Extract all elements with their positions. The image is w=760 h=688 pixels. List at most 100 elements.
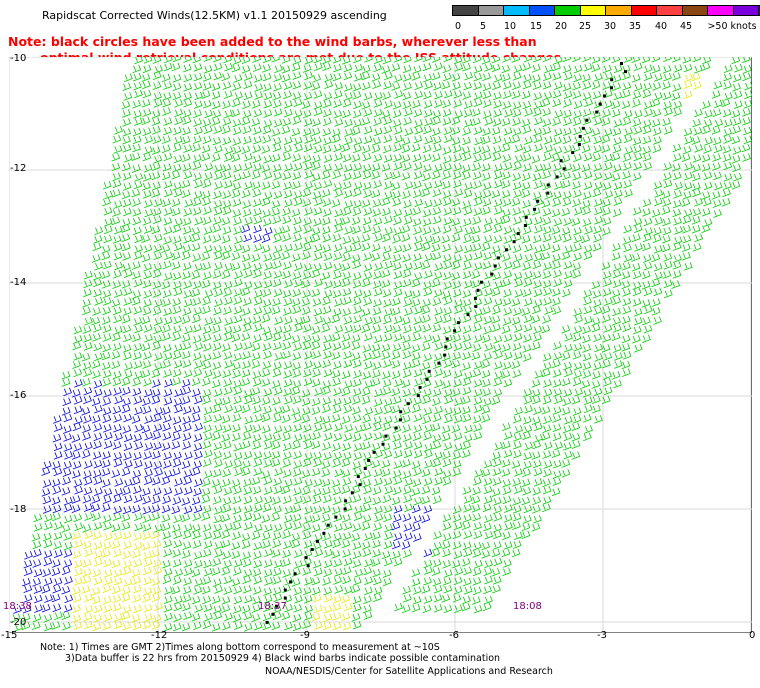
contamination-marker: [620, 62, 623, 65]
contamination-marker: [399, 418, 402, 421]
contamination-marker: [419, 386, 422, 389]
contamination-marker: [474, 305, 477, 308]
contamination-marker: [525, 216, 528, 219]
contamination-marker: [536, 200, 539, 203]
lat-label: -12: [10, 163, 26, 174]
colorbar-segment: [529, 5, 556, 16]
footer-credit: NOAA/NESDIS/Center for Satellite Applica…: [265, 666, 553, 677]
contamination-marker: [266, 621, 269, 624]
contamination-marker: [327, 524, 330, 527]
pass-time-label: 18:37: [258, 601, 287, 612]
colorbar-label: 40: [655, 21, 667, 32]
contamination-marker: [603, 94, 606, 97]
contamination-marker: [289, 580, 292, 583]
contamination-marker: [316, 540, 319, 543]
colorbar-segment: [554, 5, 581, 16]
contamination-marker: [474, 297, 477, 300]
contamination-marker: [524, 224, 527, 227]
map-title: Rapidscat Corrected Winds(12.5KM) v1.1 2…: [42, 9, 387, 22]
colorbar-segment: [478, 5, 505, 16]
contamination-marker: [443, 354, 446, 357]
contamination-marker: [444, 346, 447, 349]
colorbar-labels: 0 5 10 15 20 25 30 35 40 45 >50 knots: [452, 21, 760, 35]
contamination-marker: [467, 313, 470, 316]
wind-barb-map: [9, 57, 752, 633]
contamination-marker: [579, 135, 582, 138]
pass-time-label: 18:08: [513, 601, 542, 612]
contamination-marker: [490, 273, 493, 276]
colorbar-segment: [503, 5, 530, 16]
lat-label: -20: [10, 617, 26, 628]
colorbar-label: 0: [455, 21, 461, 32]
contamination-marker: [351, 491, 354, 494]
contamination-marker: [595, 111, 598, 114]
contamination-marker: [284, 589, 287, 592]
pass-time-label: 18:38: [3, 601, 32, 612]
contamination-marker: [513, 240, 516, 243]
contamination-marker: [382, 443, 385, 446]
colorbar-label: 25: [579, 21, 591, 32]
colorbar-segment: [682, 5, 709, 16]
contamination-marker: [599, 103, 602, 106]
contamination-marker: [399, 410, 402, 413]
contamination-marker: [585, 119, 588, 122]
colorbar-label: 35: [629, 21, 641, 32]
lon-label: -6: [449, 630, 459, 641]
contamination-marker: [582, 127, 585, 130]
contamination-marker: [517, 232, 520, 235]
contamination-marker: [367, 459, 370, 462]
colorbar-segment: [707, 5, 734, 16]
lon-label: -12: [151, 630, 167, 641]
lon-label: -15: [1, 630, 17, 641]
contamination-marker: [610, 86, 613, 89]
contamination-marker: [546, 192, 549, 195]
contamination-marker: [533, 208, 536, 211]
colorbar-label: 20: [555, 21, 567, 32]
contamination-marker: [578, 143, 581, 146]
wind-speed-colorbar: [452, 5, 760, 16]
colorbar-segment: [580, 5, 607, 16]
lon-label: -3: [597, 630, 607, 641]
contamination-marker: [477, 289, 480, 292]
colorbar-segment: [656, 5, 683, 16]
contamination-marker: [428, 370, 431, 373]
contamination-marker: [426, 378, 429, 381]
contamination-marker: [305, 556, 308, 559]
contamination-marker: [571, 151, 574, 154]
lat-label: -10: [10, 53, 26, 64]
contamination-note-line1: Note: black circles have been added to t…: [8, 34, 537, 49]
lat-label: -14: [10, 277, 26, 288]
colorbar-label: >50 knots: [707, 21, 756, 32]
contamination-marker: [307, 564, 310, 567]
contamination-marker: [547, 184, 550, 187]
lon-label: 0: [749, 630, 755, 641]
contamination-marker: [624, 70, 627, 73]
contamination-marker: [395, 427, 398, 430]
contamination-marker: [446, 337, 449, 340]
contamination-marker: [334, 516, 337, 519]
contamination-marker: [359, 483, 362, 486]
colorbar-label: 45: [680, 21, 692, 32]
contamination-marker: [344, 499, 347, 502]
colorbar-segment: [605, 5, 632, 16]
contamination-marker: [560, 159, 563, 162]
contamination-marker: [556, 175, 559, 178]
contamination-marker: [271, 613, 274, 616]
contamination-marker: [294, 572, 297, 575]
contamination-marker: [505, 248, 508, 251]
contamination-marker: [563, 167, 566, 170]
colorbar-segment: [733, 5, 760, 16]
lat-label: -16: [10, 390, 26, 401]
contamination-marker: [457, 321, 460, 324]
contamination-marker: [284, 597, 287, 600]
lat-label: -18: [10, 504, 26, 515]
lon-label: -9: [300, 630, 310, 641]
colorbar-label: 10: [504, 21, 516, 32]
contamination-marker: [497, 256, 500, 259]
contamination-marker: [610, 78, 613, 81]
contamination-marker: [384, 435, 387, 438]
footer-notes-line1: Note: 1) Times are GMT 2)Times along bot…: [40, 642, 440, 653]
contamination-marker: [373, 451, 376, 454]
contamination-marker: [494, 265, 497, 268]
colorbar-label: 30: [604, 21, 616, 32]
